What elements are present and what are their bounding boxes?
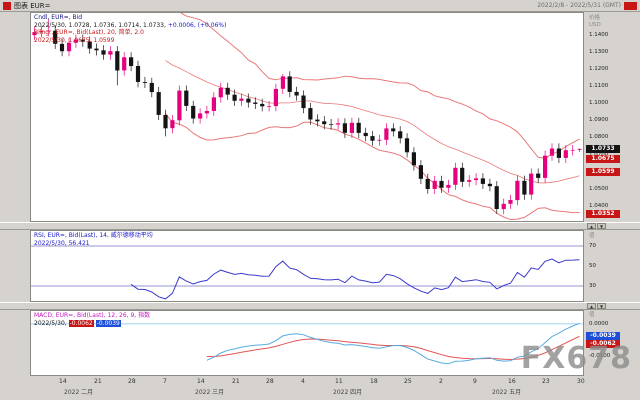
price-tick: 1.1000 [589,100,609,106]
price-tick: 1.0800 [589,134,609,140]
month-label: 2022 五月 [492,389,522,396]
price-tick: 1.1200 [589,66,609,72]
bollinger-values-label: 2022/5/30, 1.0675, 1.0599 [34,36,115,44]
month-label: 2022 二月 [64,389,94,396]
ohlc-values-label: 2022/5/30, 1.0728, 1.0736, 1.0714, 1.073… [34,21,166,29]
date-tick: 28 [266,378,274,385]
date-tick: 28 [128,378,136,385]
date-tick: 23 [542,378,550,385]
macd-highlight-label: -0.0062 [586,340,620,348]
price-highlight-label: 1.0352 [586,210,620,218]
date-axis[interactable]: 14 21 28 7 14 21 28 4 11 18 25 2 9 16 23 30 2022 二月 2022 … [0,376,640,400]
price-tick: 1.1300 [589,49,609,55]
rsi-series-label: RSI, EUR=, Bid(Last), 14, 威尔德移动平均 [34,232,153,239]
candle-series-label: Cndl, EUR=, Bid [34,14,83,21]
price-axis-unit: 价格 [589,15,601,21]
title-bar: 图表 EUR= 2022/2/8 - 2022/5/31 (GMT) [0,0,640,12]
price-highlight-label: 1.0675 [586,155,620,163]
date-tick: 18 [370,378,378,385]
app-icon [3,1,11,10]
value-axis-column[interactable]: 价格 USD 1.1400 1.1300 1.1200 1.1100 1.1000 1.090… [585,0,640,400]
month-label: 2022 四月 [333,389,363,396]
rsi-chart-canvas[interactable] [31,231,583,301]
price-chart-canvas[interactable] [31,13,583,221]
rsi-tick: 70 [589,243,596,249]
close-button[interactable] [624,1,637,10]
rsi-tick: 30 [589,283,596,289]
bollinger-series-label: Bllngr, EUR=, Bid(Last), 20, 简单, 2.0 [34,29,144,36]
macd-signal-value-badge: -0.0062 [68,319,94,327]
collapse-panel-button[interactable]: ▲ [587,223,596,229]
month-label: 2022 三月 [195,389,225,396]
date-tick: 14 [197,378,205,385]
rsi-legend: RSI, EUR=, Bid(Last), 14, 威尔德移动平均 2022/5… [34,232,153,247]
price-axis-currency: USD [589,22,601,28]
price-highlight-label: 1.0733 [586,145,620,153]
date-tick: 30 [577,378,585,385]
rsi-axis-unit: 值 [589,233,595,239]
macd-line-value-badge: -0.0039 [95,319,121,327]
rsi-value-label: 2022/5/30, 56.421 [34,239,90,247]
date-tick: 21 [94,378,102,385]
price-tick: 1.1400 [589,32,609,38]
date-tick: 21 [232,378,240,385]
price-highlight-label: 1.0599 [586,168,620,176]
macd-tick: -0.0100 [589,353,611,359]
date-tick: 16 [508,378,516,385]
price-tick: 1.1100 [589,83,609,89]
date-range-label: 2022/2/8 - 2022/5/31 (GMT) [537,2,621,9]
panel-separator-1[interactable]: ▲ ▼ [0,222,640,230]
collapse-panel-button[interactable]: ▲ [587,303,596,309]
macd-chart-canvas[interactable] [31,311,583,375]
price-legend: Cndl, EUR=, Bid 2022/5/30, 1.0728, 1.073… [34,14,226,44]
price-tick: 1.0500 [589,186,609,192]
macd-tick: 0.0000 [589,321,609,327]
date-tick: 14 [59,378,67,385]
panel-separator-2[interactable]: ▲ ▼ [0,302,640,310]
price-tick: 1.0400 [589,203,609,209]
price-panel: Cndl, EUR=, Bid 2022/5/30, 1.0728, 1.073… [30,12,584,222]
date-tick: 11 [335,378,343,385]
macd-date-label: 2022/5/30, [34,319,67,327]
window-title: 图表 EUR= [14,1,51,10]
date-tick: 25 [404,378,412,385]
price-tick: 1.0900 [589,117,609,123]
macd-panel: MACD, EUR=, Bid(Last), 12, 26, 9, 指数 202… [30,310,584,376]
expand-panel-button[interactable]: ▼ [597,223,606,229]
expand-panel-button[interactable]: ▼ [597,303,606,309]
macd-highlight-label: -0.0039 [586,332,620,340]
date-tick: 2 [439,378,443,385]
macd-axis-unit: 值 [589,312,595,318]
macd-legend: MACD, EUR=, Bid(Last), 12, 26, 9, 指数 202… [34,312,150,327]
change-values-label: +0.0006, (+0.06%) [167,21,227,29]
macd-series-label: MACD, EUR=, Bid(Last), 12, 26, 9, 指数 [34,312,151,319]
rsi-panel: RSI, EUR=, Bid(Last), 14, 威尔德移动平均 2022/5… [30,230,584,302]
date-tick: 7 [163,378,167,385]
date-tick: 9 [473,378,477,385]
date-tick: 4 [301,378,305,385]
rsi-tick: 50 [589,263,596,269]
